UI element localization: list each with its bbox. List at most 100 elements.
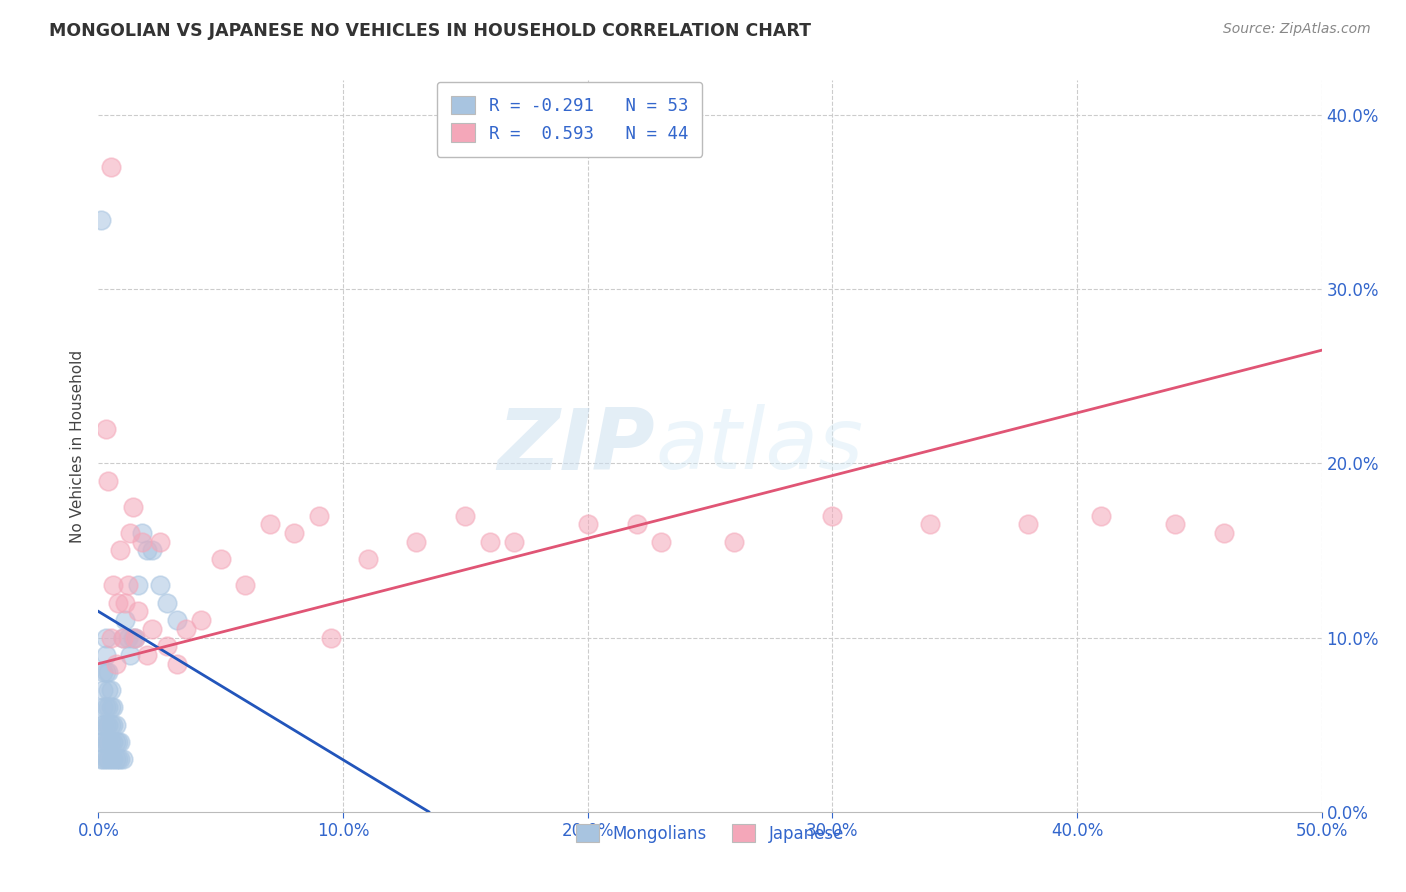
Point xyxy=(100,631,122,645)
Point xyxy=(104,717,127,731)
Point xyxy=(127,604,149,618)
Point xyxy=(107,735,129,749)
Y-axis label: No Vehicles in Household: No Vehicles in Household xyxy=(69,350,84,542)
Point xyxy=(100,700,122,714)
Point xyxy=(97,752,120,766)
Point xyxy=(176,622,198,636)
Text: MONGOLIAN VS JAPANESE NO VEHICLES IN HOUSEHOLD CORRELATION CHART: MONGOLIAN VS JAPANESE NO VEHICLES IN HOU… xyxy=(49,22,811,40)
Point xyxy=(131,534,153,549)
Point xyxy=(308,508,330,523)
Point xyxy=(90,212,112,227)
Point xyxy=(156,640,179,654)
Point xyxy=(100,682,122,697)
Point xyxy=(190,613,212,627)
Point xyxy=(94,665,117,680)
Point xyxy=(121,500,143,514)
Point xyxy=(1017,517,1039,532)
Point xyxy=(1164,517,1187,532)
Point xyxy=(136,648,159,662)
Point xyxy=(141,622,163,636)
Point xyxy=(650,534,672,549)
Text: ZIP: ZIP xyxy=(498,404,655,488)
Point xyxy=(723,534,745,549)
Point xyxy=(233,578,256,592)
Point xyxy=(124,631,146,645)
Point xyxy=(283,526,305,541)
Point xyxy=(97,474,120,488)
Point xyxy=(136,543,159,558)
Point xyxy=(94,717,117,731)
Point xyxy=(131,526,153,541)
Point xyxy=(111,631,134,645)
Point xyxy=(405,534,427,549)
Point xyxy=(101,735,124,749)
Point xyxy=(97,665,120,680)
Point xyxy=(101,752,124,766)
Point xyxy=(97,700,120,714)
Point xyxy=(110,752,132,766)
Point xyxy=(90,717,112,731)
Point xyxy=(576,517,599,532)
Point xyxy=(91,717,114,731)
Point xyxy=(478,534,501,549)
Point xyxy=(920,517,942,532)
Point xyxy=(117,578,139,592)
Point xyxy=(91,665,114,680)
Point xyxy=(107,596,129,610)
Point xyxy=(209,552,232,566)
Point xyxy=(94,631,117,645)
Point xyxy=(94,421,117,435)
Point xyxy=(91,735,114,749)
Point xyxy=(166,657,188,671)
Text: Source: ZipAtlas.com: Source: ZipAtlas.com xyxy=(1223,22,1371,37)
Point xyxy=(319,631,342,645)
Point xyxy=(141,543,163,558)
Point xyxy=(91,682,114,697)
Point xyxy=(94,752,117,766)
Point xyxy=(121,631,143,645)
Point xyxy=(124,631,146,645)
Point xyxy=(117,631,139,645)
Point xyxy=(94,648,117,662)
Point xyxy=(100,161,122,175)
Point xyxy=(1090,508,1112,523)
Point xyxy=(120,526,142,541)
Point xyxy=(104,735,127,749)
Point xyxy=(114,596,136,610)
Legend: Mongolians, Japanese: Mongolians, Japanese xyxy=(564,813,856,855)
Point xyxy=(104,657,127,671)
Point xyxy=(156,596,179,610)
Point xyxy=(100,717,122,731)
Point xyxy=(97,735,120,749)
Point xyxy=(259,517,281,532)
Point xyxy=(90,752,112,766)
Point xyxy=(503,534,526,549)
Point xyxy=(111,752,134,766)
Point xyxy=(107,752,129,766)
Point xyxy=(90,735,112,749)
Point xyxy=(114,613,136,627)
Point xyxy=(110,735,132,749)
Point xyxy=(94,700,117,714)
Point xyxy=(149,534,172,549)
Point xyxy=(91,700,114,714)
Text: atlas: atlas xyxy=(655,404,863,488)
Point xyxy=(454,508,477,523)
Point xyxy=(104,752,127,766)
Point xyxy=(111,631,134,645)
Point xyxy=(94,735,117,749)
Point xyxy=(100,752,122,766)
Point xyxy=(101,700,124,714)
Point xyxy=(101,717,124,731)
Point xyxy=(626,517,648,532)
Point xyxy=(101,578,124,592)
Point xyxy=(120,648,142,662)
Point xyxy=(110,543,132,558)
Point xyxy=(97,717,120,731)
Point xyxy=(91,752,114,766)
Point xyxy=(149,578,172,592)
Point xyxy=(127,578,149,592)
Point xyxy=(1212,526,1234,541)
Point xyxy=(97,682,120,697)
Point xyxy=(356,552,378,566)
